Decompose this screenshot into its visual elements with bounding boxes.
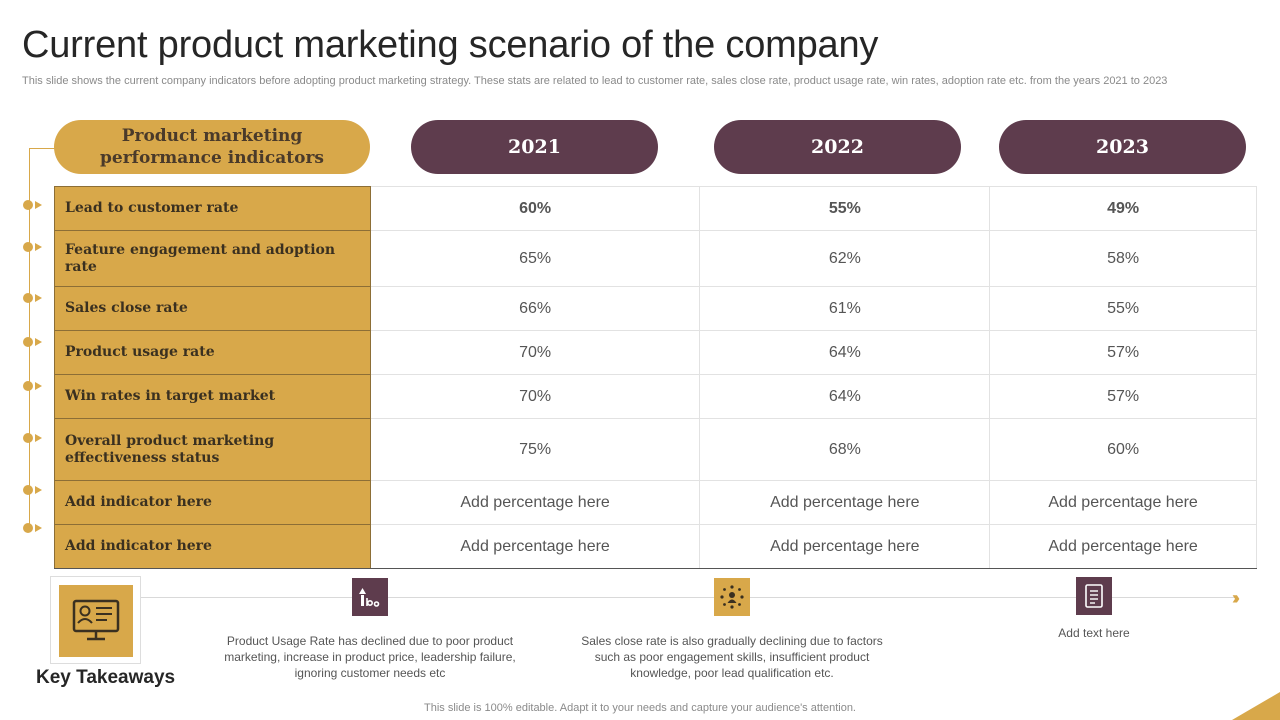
table-row: Sales close rate 66% 61% 55%	[54, 286, 1257, 331]
table-cell: Add percentage here	[369, 524, 701, 569]
table-cell: 60%	[369, 186, 701, 231]
table-cell: 60%	[989, 418, 1257, 481]
table-cell: 70%	[369, 330, 701, 375]
key-takeaways-label: Key Takeaways	[36, 667, 176, 688]
table-cell: Add percentage here	[989, 524, 1257, 569]
takeaway-note-3: Add text here	[1058, 626, 1130, 640]
indicator-label: Feature engagement and adoption rate	[54, 230, 371, 287]
footer-note: This slide is 100% editable. Adapt it to…	[424, 702, 856, 714]
year-header-2023: 2023	[999, 120, 1246, 174]
year-header-2022: 2022	[714, 120, 961, 174]
row-bullet-icon	[23, 381, 45, 391]
table-cell: 61%	[699, 286, 991, 331]
indicators-table: Lead to customer rate 60% 55% 49% Featur…	[54, 186, 1257, 569]
table-cell: 55%	[989, 286, 1257, 331]
table-row: Win rates in target market 70% 64% 57%	[54, 374, 1257, 419]
table-cell: 65%	[369, 230, 701, 287]
table-cell: 75%	[369, 418, 701, 481]
page-subtitle: This slide shows the current company ind…	[22, 75, 1168, 87]
row-bullet-icon	[23, 485, 45, 495]
table-row: Lead to customer rate 60% 55% 49%	[54, 186, 1257, 231]
row-bullet-icon	[23, 242, 45, 252]
table-cell: 64%	[699, 374, 991, 419]
indicators-header: Product marketing performance indicators	[54, 120, 370, 174]
row-bullet-icon	[23, 293, 45, 303]
checklist-icon	[1076, 577, 1112, 615]
row-bullet-icon	[23, 433, 45, 443]
indicator-label: Overall product marketing effectiveness …	[54, 418, 371, 481]
takeaway-note-2: Sales close rate is also gradually decli…	[581, 634, 883, 680]
row-bullet-icon	[23, 523, 45, 533]
table-cell: 58%	[989, 230, 1257, 287]
key-takeaways-icon-box	[50, 576, 141, 664]
table-cell: 57%	[989, 374, 1257, 419]
corner-decoration	[1232, 692, 1280, 720]
table-cell: Add percentage here	[989, 480, 1257, 525]
table-row: Overall product marketing effectiveness …	[54, 418, 1257, 481]
indicator-label: Lead to customer rate	[54, 186, 371, 231]
year-header-2021: 2021	[411, 120, 658, 174]
indicators-header-line2: performance indicators	[100, 148, 324, 168]
table-cell: 49%	[989, 186, 1257, 231]
row-bullet-icon	[23, 337, 45, 347]
table-cell: 68%	[699, 418, 991, 481]
table-cell: 70%	[369, 374, 701, 419]
page-title: Current product marketing scenario of th…	[22, 24, 879, 66]
table-row: Add indicator here Add percentage here A…	[54, 480, 1257, 525]
indicator-label: Win rates in target market	[54, 374, 371, 419]
dashboard-monitor-icon	[59, 585, 133, 657]
growth-chart-icon	[352, 578, 388, 616]
table-cell: 57%	[989, 330, 1257, 375]
table-cell: 55%	[699, 186, 991, 231]
indicator-label: Product usage rate	[54, 330, 371, 375]
indicator-label: Add indicator here	[54, 524, 371, 569]
connector-line-top	[29, 148, 55, 149]
takeaway-note-1: Product Usage Rate has declined due to p…	[224, 634, 516, 680]
table-cell: 66%	[369, 286, 701, 331]
table-cell: 64%	[699, 330, 991, 375]
table-row: Feature engagement and adoption rate 65%…	[54, 230, 1257, 287]
indicator-label: Sales close rate	[54, 286, 371, 331]
table-cell: 62%	[699, 230, 991, 287]
table-row: Product usage rate 70% 64% 57%	[54, 330, 1257, 375]
row-bullet-icon	[23, 200, 45, 210]
takeaways-timeline	[141, 597, 1236, 598]
indicator-label: Add indicator here	[54, 480, 371, 525]
table-row: Add indicator here Add percentage here A…	[54, 524, 1257, 569]
network-people-icon	[714, 578, 750, 616]
indicators-header-line1: Product marketing	[121, 126, 303, 146]
table-cell: Add percentage here	[369, 480, 701, 525]
chevron-right-icon: ››	[1232, 588, 1240, 608]
table-cell: Add percentage here	[699, 524, 991, 569]
table-cell: Add percentage here	[699, 480, 991, 525]
